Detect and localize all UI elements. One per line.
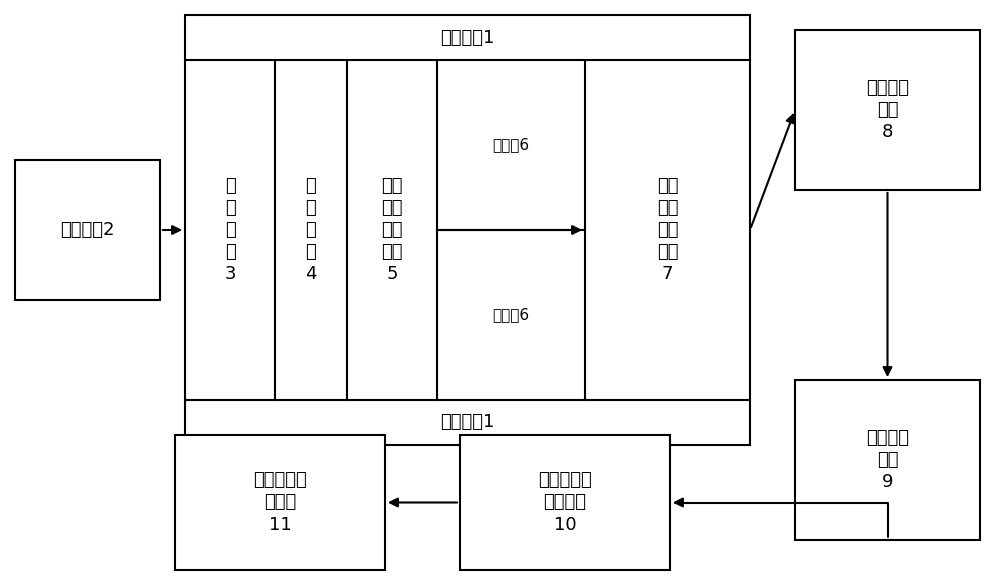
Bar: [185, 15, 750, 445]
Bar: [15, 160, 160, 300]
Text: 固定底座1: 固定底座1: [440, 413, 495, 431]
Text: 后级
压电
感知
单元
7: 后级 压电 感知 单元 7: [657, 177, 678, 284]
Text: 前级
压电
感知
单元
5: 前级 压电 感知 单元 5: [381, 177, 403, 284]
Bar: [795, 30, 980, 190]
Bar: [460, 435, 670, 570]
Text: 电荷放大
单元
9: 电荷放大 单元 9: [866, 429, 909, 491]
Text: 点火装置2: 点火装置2: [60, 221, 115, 239]
Text: 激
发
装
置
3: 激 发 装 置 3: [224, 177, 236, 284]
Text: 固定底座1: 固定底座1: [440, 29, 495, 46]
Bar: [175, 435, 385, 570]
Text: 多通道信号
采集单元
10: 多通道信号 采集单元 10: [538, 471, 592, 534]
Bar: [795, 380, 980, 540]
Text: 电荷转换
单元
8: 电荷转换 单元 8: [866, 79, 909, 141]
Text: 飞
片
靶
材
4: 飞 片 靶 材 4: [305, 177, 317, 284]
Text: 加速膛6: 加速膛6: [492, 308, 530, 322]
Text: 数据信息存
储单元
11: 数据信息存 储单元 11: [253, 471, 307, 534]
Text: 加速膛6: 加速膛6: [492, 137, 530, 153]
